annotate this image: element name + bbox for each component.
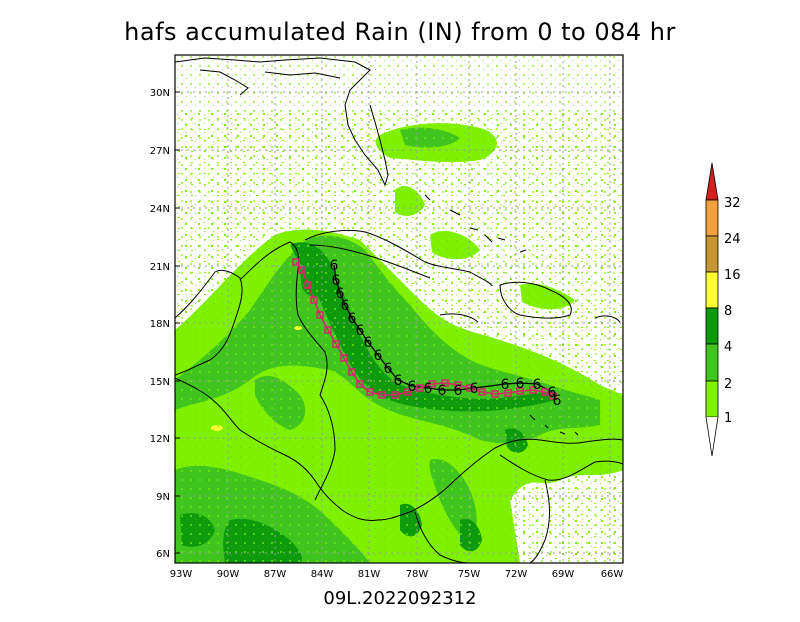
track-marker [454, 381, 462, 389]
track-marker [378, 391, 386, 399]
storm-symbol: 6 [516, 376, 525, 392]
track-marker [404, 388, 412, 396]
lon-label: 75W [458, 569, 481, 580]
lat-label: 12N [150, 434, 170, 445]
track-marker [292, 258, 300, 266]
forecast-track [333, 264, 558, 401]
colorbar-label: 32 [724, 196, 741, 211]
track-marker [310, 296, 318, 304]
track-marker [340, 354, 348, 362]
colorbar-label: 8 [724, 304, 732, 319]
colorbar-label: 16 [724, 268, 741, 283]
track-marker [478, 388, 486, 396]
storm-symbol: 6 [553, 393, 562, 409]
storm-symbol: 6 [374, 348, 383, 364]
colorbar-label: 4 [724, 340, 732, 355]
track-marker [416, 384, 424, 392]
colorbar-label: 24 [724, 232, 741, 247]
lat-label: 30N [150, 88, 170, 99]
track-marker [391, 391, 399, 399]
storm-symbol: 6 [364, 335, 373, 351]
lat-label: 6N [156, 549, 170, 560]
track-marker [491, 390, 499, 398]
lon-label: 93W [170, 569, 193, 580]
colorbar-label: 1 [724, 411, 732, 426]
track-marker [541, 388, 549, 396]
storm-symbol: 6 [470, 381, 479, 397]
track-marker [441, 379, 449, 387]
lat-label: 24N [150, 204, 170, 215]
storm-symbol: 6 [336, 286, 345, 302]
latitude-labels: 30N 27N 24N 21N 18N 15N 12N 9N 6N [150, 88, 180, 560]
track-marker [504, 389, 512, 397]
lat-label: 9N [156, 492, 170, 503]
storm-symbol: 6 [548, 385, 557, 401]
storm-symbol: 6 [438, 383, 447, 399]
longitude-labels: 93W 90W 87W 84W 81W 78W 75W 72W 69W 66W [170, 569, 624, 580]
storm-symbol: 6 [533, 377, 542, 393]
track-marker [466, 384, 474, 392]
track-marker [356, 380, 364, 388]
map-title: hafs accumulated Rain (IN) from 0 to 084… [124, 18, 676, 46]
lon-label: 87W [264, 569, 287, 580]
storm-symbol: 6 [384, 361, 393, 377]
run-id-label: 09L.2022092312 [323, 588, 477, 609]
lon-label: 90W [217, 569, 240, 580]
lon-label: 69W [552, 569, 575, 580]
track-marker [332, 340, 340, 348]
colorbar-label: 2 [724, 377, 732, 392]
lat-label: 27N [150, 146, 170, 157]
track-marker [304, 281, 312, 289]
track-marker [316, 311, 324, 319]
storm-symbol: 6 [356, 323, 365, 339]
rain-field [175, 55, 623, 563]
storm-symbol: 6 [394, 373, 403, 389]
lat-label: 15N [150, 377, 170, 388]
track-marker [529, 386, 537, 394]
map-frame [174, 54, 624, 564]
storm-symbol: 6 [348, 311, 357, 327]
storm-symbol: 6 [424, 381, 433, 397]
observed-track-markers [292, 258, 557, 400]
track-marker [516, 387, 524, 395]
track-marker [298, 266, 306, 274]
track-marker [324, 326, 332, 334]
track-marker [348, 368, 356, 376]
coastlines [175, 57, 623, 563]
storm-symbol: 6 [408, 379, 417, 395]
storm-symbol: 6 [501, 377, 510, 393]
lon-label: 72W [505, 569, 528, 580]
storm-symbol: 6 [341, 298, 350, 314]
track-marker [549, 392, 557, 400]
track-marker [428, 380, 436, 388]
rain-colorbar [705, 162, 719, 457]
lon-label: 84W [311, 569, 334, 580]
lat-label: 21N [150, 262, 170, 273]
lon-label: 66W [601, 569, 624, 580]
track-marker [366, 388, 374, 396]
lat-label: 18N [150, 319, 170, 330]
lon-label: 78W [406, 569, 429, 580]
storm-symbol: 6 [454, 383, 463, 399]
storm-symbol: 6 [332, 273, 341, 289]
lon-label: 81W [358, 569, 381, 580]
storm-symbol: 6 [330, 258, 339, 274]
